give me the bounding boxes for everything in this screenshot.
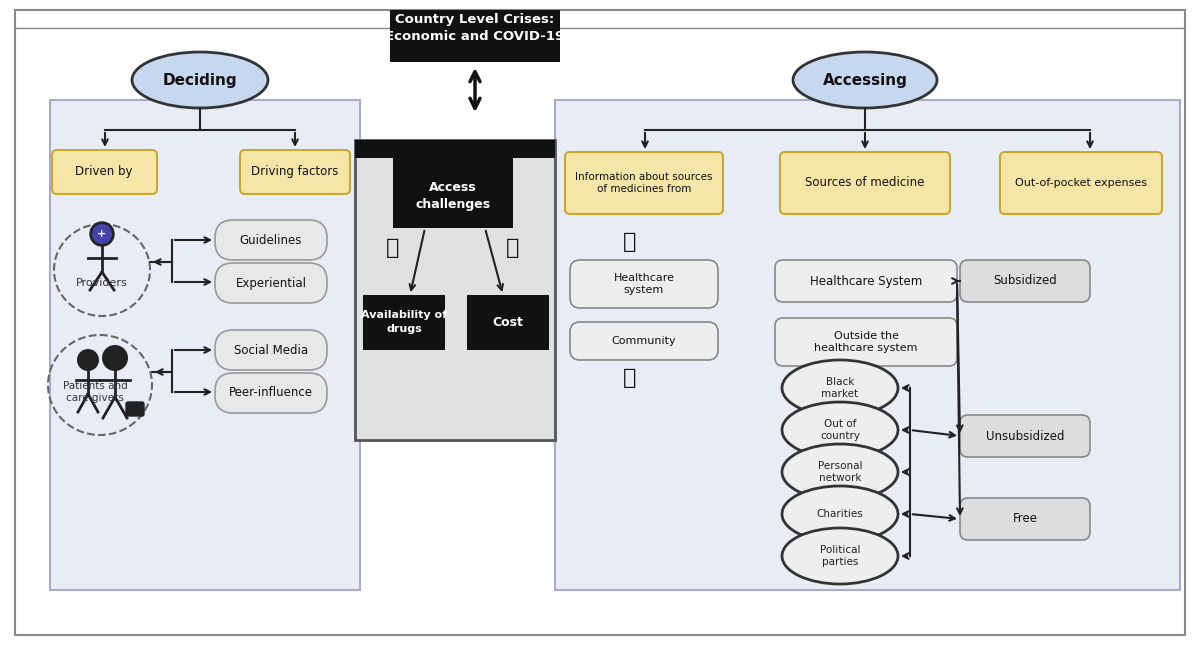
FancyBboxPatch shape bbox=[215, 330, 326, 370]
Text: Healthcare
system: Healthcare system bbox=[613, 273, 674, 295]
FancyBboxPatch shape bbox=[775, 318, 958, 366]
Text: Deciding: Deciding bbox=[163, 73, 238, 88]
Bar bbox=[355, 140, 554, 440]
FancyBboxPatch shape bbox=[1000, 152, 1162, 214]
FancyBboxPatch shape bbox=[215, 263, 326, 303]
Text: Sources of medicine: Sources of medicine bbox=[805, 177, 925, 190]
Bar bbox=[50, 100, 360, 590]
Text: Country Level Crises:
Economic and COVID-19: Country Level Crises: Economic and COVID… bbox=[385, 13, 564, 43]
Ellipse shape bbox=[793, 52, 937, 108]
Bar bbox=[554, 100, 1180, 590]
FancyBboxPatch shape bbox=[52, 150, 157, 194]
Text: Healthcare System: Healthcare System bbox=[810, 275, 922, 288]
Ellipse shape bbox=[132, 52, 268, 108]
FancyBboxPatch shape bbox=[570, 260, 718, 308]
FancyBboxPatch shape bbox=[215, 220, 326, 260]
Bar bbox=[364, 295, 445, 350]
Bar bbox=[467, 295, 550, 350]
Text: Out-of-pocket expenses: Out-of-pocket expenses bbox=[1015, 178, 1147, 188]
Text: 💰: 💰 bbox=[506, 238, 520, 258]
Text: Driving factors: Driving factors bbox=[251, 165, 338, 178]
Text: Community: Community bbox=[612, 336, 677, 346]
FancyBboxPatch shape bbox=[780, 152, 950, 214]
Bar bbox=[390, 10, 560, 62]
Ellipse shape bbox=[782, 486, 898, 542]
Text: Patients and
care givers: Patients and care givers bbox=[62, 381, 127, 403]
Text: Cost: Cost bbox=[492, 315, 523, 328]
Text: Peer-influence: Peer-influence bbox=[229, 387, 313, 400]
FancyBboxPatch shape bbox=[565, 152, 722, 214]
Text: Experiential: Experiential bbox=[235, 276, 306, 289]
Text: 🏥: 🏥 bbox=[623, 232, 637, 252]
Text: Free: Free bbox=[1013, 513, 1038, 526]
Ellipse shape bbox=[782, 528, 898, 584]
Text: Providers: Providers bbox=[76, 278, 128, 288]
FancyBboxPatch shape bbox=[775, 260, 958, 302]
Text: 🫂: 🫂 bbox=[623, 368, 637, 388]
Text: Outside the
healthcare system: Outside the healthcare system bbox=[815, 331, 918, 353]
Ellipse shape bbox=[782, 360, 898, 416]
FancyBboxPatch shape bbox=[570, 322, 718, 360]
FancyBboxPatch shape bbox=[240, 150, 350, 194]
Text: Information about sources
of medicines from: Information about sources of medicines f… bbox=[575, 172, 713, 194]
FancyBboxPatch shape bbox=[960, 498, 1090, 540]
Ellipse shape bbox=[92, 224, 112, 244]
Text: +: + bbox=[97, 229, 107, 239]
Text: Guidelines: Guidelines bbox=[240, 234, 302, 247]
FancyBboxPatch shape bbox=[960, 415, 1090, 457]
Text: Personal
network: Personal network bbox=[817, 461, 863, 483]
Bar bbox=[355, 140, 554, 158]
FancyBboxPatch shape bbox=[215, 373, 326, 413]
Bar bbox=[394, 158, 514, 228]
Text: Social Media: Social Media bbox=[234, 343, 308, 356]
Text: Availability of
drugs: Availability of drugs bbox=[361, 310, 448, 334]
Ellipse shape bbox=[90, 222, 114, 246]
Ellipse shape bbox=[77, 349, 98, 371]
Text: Driven by: Driven by bbox=[76, 165, 133, 178]
Text: Political
parties: Political parties bbox=[820, 545, 860, 567]
Text: Black
market: Black market bbox=[822, 377, 858, 398]
FancyBboxPatch shape bbox=[960, 260, 1090, 302]
Text: Charities: Charities bbox=[817, 509, 863, 519]
Ellipse shape bbox=[782, 444, 898, 500]
Text: Subsidized: Subsidized bbox=[994, 275, 1057, 288]
FancyBboxPatch shape bbox=[126, 402, 144, 416]
Text: Access
challenges: Access challenges bbox=[415, 181, 491, 211]
Text: 💊: 💊 bbox=[386, 238, 400, 258]
Text: Accessing: Accessing bbox=[822, 73, 907, 88]
Ellipse shape bbox=[782, 402, 898, 458]
Ellipse shape bbox=[102, 345, 128, 371]
Text: Unsubsidized: Unsubsidized bbox=[985, 430, 1064, 443]
Text: Out of
country: Out of country bbox=[820, 419, 860, 441]
